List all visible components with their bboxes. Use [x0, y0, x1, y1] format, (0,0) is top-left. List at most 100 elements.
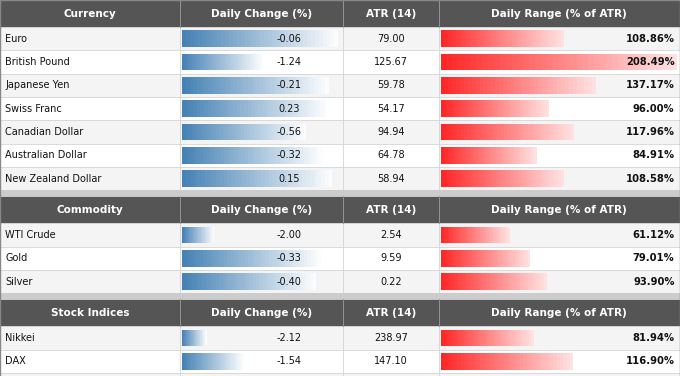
- Bar: [534, 77, 538, 94]
- Bar: [506, 330, 508, 346]
- Bar: [472, 77, 475, 94]
- Bar: [245, 54, 247, 70]
- Bar: [560, 170, 564, 187]
- Bar: [222, 124, 226, 140]
- Text: Daily Range (% of ATR): Daily Range (% of ATR): [492, 205, 627, 215]
- Bar: [225, 30, 229, 47]
- Bar: [511, 124, 514, 140]
- Bar: [521, 124, 524, 140]
- Bar: [494, 250, 496, 267]
- Bar: [214, 30, 218, 47]
- Bar: [195, 227, 196, 243]
- Bar: [207, 227, 208, 243]
- Bar: [183, 227, 184, 243]
- Bar: [180, 144, 343, 167]
- Bar: [188, 54, 190, 70]
- Bar: [530, 170, 533, 187]
- Bar: [479, 77, 483, 94]
- Bar: [222, 77, 226, 94]
- Bar: [505, 170, 509, 187]
- Bar: [262, 147, 266, 164]
- Bar: [305, 100, 309, 117]
- Bar: [505, 227, 507, 243]
- Bar: [262, 100, 266, 117]
- Bar: [299, 170, 303, 187]
- Bar: [447, 170, 450, 187]
- Bar: [520, 273, 523, 290]
- Bar: [456, 77, 460, 94]
- Bar: [489, 147, 491, 164]
- Bar: [203, 273, 206, 290]
- Bar: [520, 100, 522, 117]
- Bar: [182, 147, 186, 164]
- Bar: [467, 124, 471, 140]
- Bar: [269, 147, 273, 164]
- Bar: [265, 250, 269, 267]
- Bar: [445, 77, 448, 94]
- Bar: [182, 30, 186, 47]
- Bar: [544, 100, 547, 117]
- Bar: [493, 170, 496, 187]
- Bar: [192, 147, 196, 164]
- Bar: [439, 373, 680, 376]
- Bar: [291, 100, 294, 117]
- Bar: [464, 54, 470, 70]
- Bar: [494, 147, 496, 164]
- Bar: [487, 100, 490, 117]
- Bar: [563, 353, 566, 370]
- Bar: [210, 54, 212, 70]
- Bar: [276, 250, 279, 267]
- Bar: [439, 167, 680, 190]
- Bar: [343, 50, 439, 74]
- Bar: [545, 77, 549, 94]
- Bar: [481, 147, 484, 164]
- Bar: [459, 330, 462, 346]
- Bar: [210, 147, 214, 164]
- Bar: [494, 273, 496, 290]
- Bar: [517, 30, 521, 47]
- Bar: [295, 30, 299, 47]
- Bar: [194, 54, 197, 70]
- Bar: [316, 100, 320, 117]
- Bar: [464, 273, 467, 290]
- Bar: [226, 100, 229, 117]
- Bar: [295, 170, 299, 187]
- Bar: [242, 170, 246, 187]
- Bar: [511, 54, 517, 70]
- Bar: [214, 124, 216, 140]
- Bar: [259, 77, 262, 94]
- Bar: [494, 124, 498, 140]
- Bar: [531, 330, 534, 346]
- Bar: [244, 100, 248, 117]
- Text: Swiss Franc: Swiss Franc: [5, 104, 62, 114]
- Bar: [276, 147, 279, 164]
- Bar: [206, 273, 209, 290]
- Bar: [235, 147, 238, 164]
- Bar: [205, 30, 209, 47]
- Bar: [492, 100, 495, 117]
- Bar: [528, 273, 531, 290]
- Bar: [515, 147, 517, 164]
- Bar: [300, 124, 303, 140]
- Bar: [191, 227, 192, 243]
- Bar: [0, 350, 180, 373]
- Bar: [214, 353, 216, 370]
- Bar: [248, 147, 252, 164]
- Bar: [194, 124, 198, 140]
- Bar: [469, 170, 471, 187]
- Bar: [444, 170, 447, 187]
- Bar: [531, 273, 534, 290]
- Bar: [528, 100, 530, 117]
- Bar: [471, 124, 474, 140]
- Bar: [454, 124, 458, 140]
- Bar: [260, 124, 263, 140]
- Bar: [274, 77, 277, 94]
- Bar: [525, 100, 528, 117]
- Bar: [456, 170, 459, 187]
- Bar: [255, 100, 258, 117]
- Bar: [464, 330, 466, 346]
- Bar: [248, 77, 252, 94]
- Bar: [0, 74, 180, 97]
- Text: -2.00: -2.00: [277, 230, 301, 240]
- Bar: [180, 97, 343, 120]
